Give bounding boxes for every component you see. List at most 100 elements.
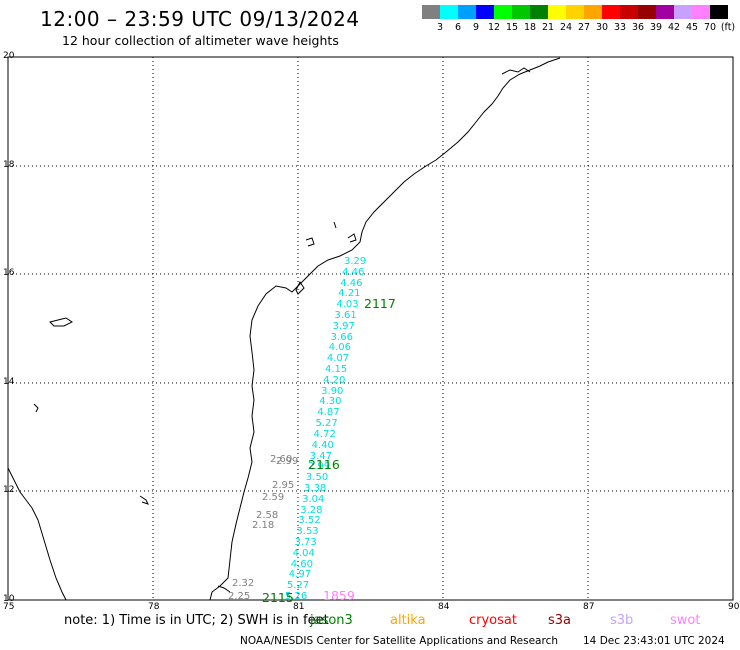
swh-value: 3.50	[305, 472, 329, 484]
pass-number: 2115	[262, 590, 294, 605]
lat-label: 10	[3, 594, 15, 604]
lon-label: 90	[728, 602, 740, 612]
swh-value: 2.18	[252, 520, 275, 531]
satellite-legend-item: s3b	[610, 613, 634, 628]
swh-value: 5.26	[285, 591, 308, 602]
lat-label: 18	[3, 160, 15, 170]
swh-value: 4.60	[290, 558, 313, 570]
lat-label: 16	[3, 268, 15, 278]
colorbar-swatch	[566, 5, 584, 19]
swh-value: 5.27	[315, 418, 338, 430]
timestamp-text: 14 Dec 23:43:01 UTC 2024	[583, 635, 725, 647]
swh-value: 2.59	[262, 492, 285, 503]
colorbar-label: (ft)	[720, 22, 736, 33]
colorbar-label: 21	[541, 22, 555, 33]
colorbar-label: 18	[523, 22, 537, 33]
lat-label: 12	[3, 485, 15, 495]
swh-value: 4.07	[326, 353, 350, 365]
colorbar-label: 42	[667, 22, 681, 33]
swh-value: 3.04	[302, 493, 325, 505]
colorbar-swatch	[548, 5, 566, 19]
colorbar-swatch	[674, 5, 692, 19]
satellite-legend-item: swot	[670, 613, 701, 628]
coastline	[7, 57, 561, 601]
colorbar-swatch	[476, 5, 494, 19]
pass-number: 2116	[308, 457, 340, 472]
colorbar-label: 27	[577, 22, 591, 33]
colorbar-swatch	[584, 5, 602, 19]
swh-value: 2.99	[276, 456, 299, 467]
swh-value: 4.46	[340, 277, 363, 289]
colorbar-swatch	[692, 5, 710, 19]
swh-value: 4.06	[328, 342, 352, 354]
swh-value: 4.97	[288, 569, 312, 581]
swh-value: 4.03	[336, 299, 359, 311]
colorbar-label: 30	[595, 22, 609, 33]
colorbar-label: 36	[631, 22, 645, 33]
swh-value: 3.61	[334, 310, 357, 322]
colorbar-swatch	[638, 5, 656, 19]
colorbar-swatch	[710, 5, 728, 19]
swh-value: 2.60	[270, 454, 293, 465]
satellite-legend-item: altika	[390, 613, 426, 628]
lat-label: 20	[3, 51, 15, 61]
colorbar-label: 15	[505, 22, 519, 33]
swh-value: 3.38	[304, 482, 327, 494]
graticule	[8, 57, 733, 600]
colorbar-label: 45	[685, 22, 699, 33]
colorbar-swatch	[494, 5, 512, 19]
swh-value: 2.99	[307, 461, 331, 473]
swh-value: 2.58	[256, 510, 279, 521]
swh-value: 3.29	[344, 256, 367, 267]
swh-value: 3.90	[321, 385, 344, 397]
swh-value: 3.97	[332, 320, 355, 332]
lon-label: 84	[438, 602, 450, 612]
lat-label: 14	[3, 377, 15, 387]
colorbar-label: 33	[613, 22, 627, 33]
colorbar-label: 12	[487, 22, 501, 33]
colorbar-swatch	[530, 5, 548, 19]
lon-label: 87	[583, 602, 595, 612]
swh-value: 3.28	[300, 504, 323, 516]
swh-value: 3.52	[298, 515, 321, 527]
colorbar-swatch	[656, 5, 674, 19]
swh-value: 3.47	[309, 450, 332, 462]
swh-value: 4.04	[292, 547, 315, 559]
pass-number: 2117	[364, 296, 396, 311]
swh-value: 3.73	[294, 536, 317, 548]
swh-value: 4.40	[311, 439, 334, 451]
swh-value: 4.46	[342, 266, 365, 278]
swh-value: 2.32	[232, 578, 255, 589]
swh-value: 4.30	[319, 396, 342, 408]
satellite-legend-item: cryosat	[469, 613, 517, 628]
swh-value: 3.66	[330, 331, 353, 343]
colorbar-label: 70	[703, 22, 717, 33]
lon-label: 78	[148, 602, 160, 612]
colorbar-swatch	[602, 5, 620, 19]
colorbar-label: 39	[649, 22, 663, 33]
swh-value: 5.27	[286, 580, 310, 592]
lon-label: 81	[293, 602, 305, 612]
swh-value: 4.15	[324, 364, 348, 376]
colorbar-label: 3	[436, 22, 444, 33]
map-frame	[7, 56, 734, 601]
colorbar-label: 6	[454, 22, 462, 33]
colorbar-swatch	[458, 5, 476, 19]
satellite-legend-item: jason3	[310, 613, 353, 628]
colorbar-label: 9	[472, 22, 480, 33]
satellite-legend-item: s3a	[548, 613, 572, 628]
colorbar-swatch	[620, 5, 638, 19]
swh-value: 4.72	[313, 428, 336, 440]
lon-label: 75	[3, 602, 15, 612]
credit-text: NOAA/NESDIS Center for Satellite Applica…	[240, 635, 558, 647]
swh-value: 2.25	[228, 591, 251, 602]
pass-number: 1859	[323, 588, 355, 603]
colorbar-label: 24	[559, 22, 573, 33]
note-text: note: 1) Time is in UTC; 2) SWH is in fe…	[64, 613, 329, 628]
swh-value: 4.20	[323, 374, 346, 386]
swh-value: 4.87	[317, 407, 340, 419]
swh-value: 3.53	[296, 526, 319, 538]
swh-value: 2.95	[272, 480, 295, 491]
page-subtitle: 12 hour collection of altimeter wave hei…	[62, 33, 339, 48]
